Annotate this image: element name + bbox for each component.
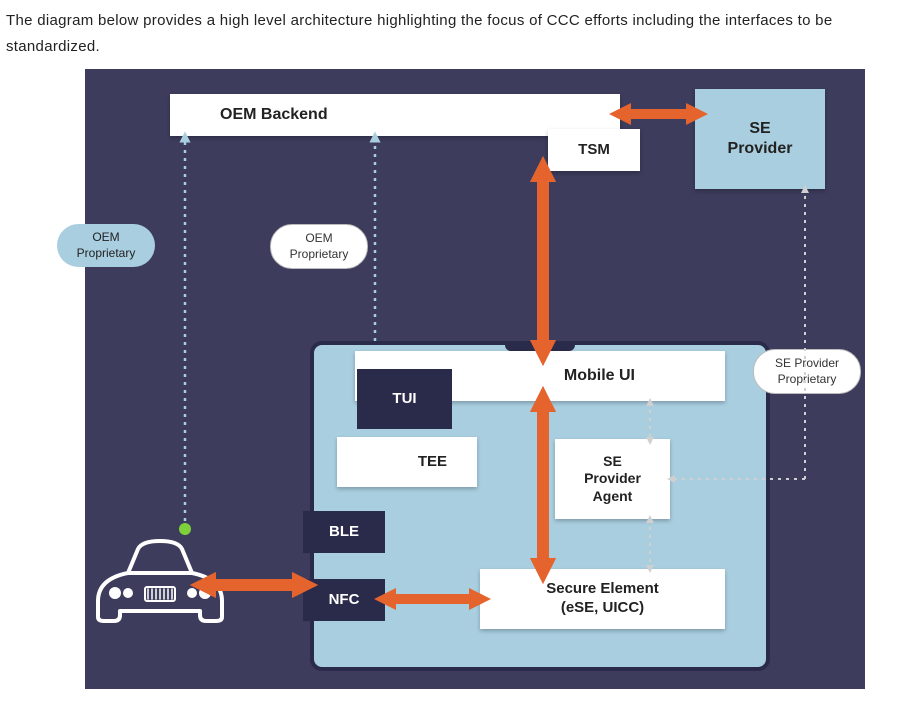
node-nfc: NFC [303, 579, 385, 621]
pill-label: OEMProprietary [77, 230, 136, 260]
pill-label: SE ProviderProprietary [775, 356, 839, 386]
node-ble: BLE [303, 511, 385, 553]
car-icon [80, 531, 240, 651]
node-label: NFC [329, 591, 360, 610]
pill-label: OEMProprietary [290, 231, 349, 261]
node-label: Mobile UI [564, 366, 635, 386]
node-label: TUI [392, 390, 416, 409]
node-label: OEM Backend [220, 105, 328, 125]
node-secure-element: Secure Element(eSE, UICC) [480, 569, 725, 629]
node-tui: TUI [357, 369, 452, 429]
node-label: TSM [578, 141, 610, 160]
node-label: TEE [418, 453, 447, 472]
node-label: BLE [329, 523, 359, 542]
architecture-diagram: OEM Backend TSM SEProvider Mobile UI TUI… [85, 69, 865, 689]
node-tee: TEE [337, 437, 477, 487]
node-label: SEProviderAgent [584, 453, 641, 506]
pill-se-provider-proprietary: SE ProviderProprietary [753, 349, 861, 394]
pill-oem-proprietary-1: OEMProprietary [57, 224, 155, 267]
node-label: SEProvider [728, 119, 793, 159]
node-label: Secure Element(eSE, UICC) [546, 580, 659, 618]
pill-oem-proprietary-2: OEMProprietary [270, 224, 368, 269]
node-se-provider: SEProvider [695, 89, 825, 189]
intro-text: The diagram below provides a high level … [0, 0, 921, 69]
node-tsm: TSM [548, 129, 640, 171]
node-se-agent: SEProviderAgent [555, 439, 670, 519]
